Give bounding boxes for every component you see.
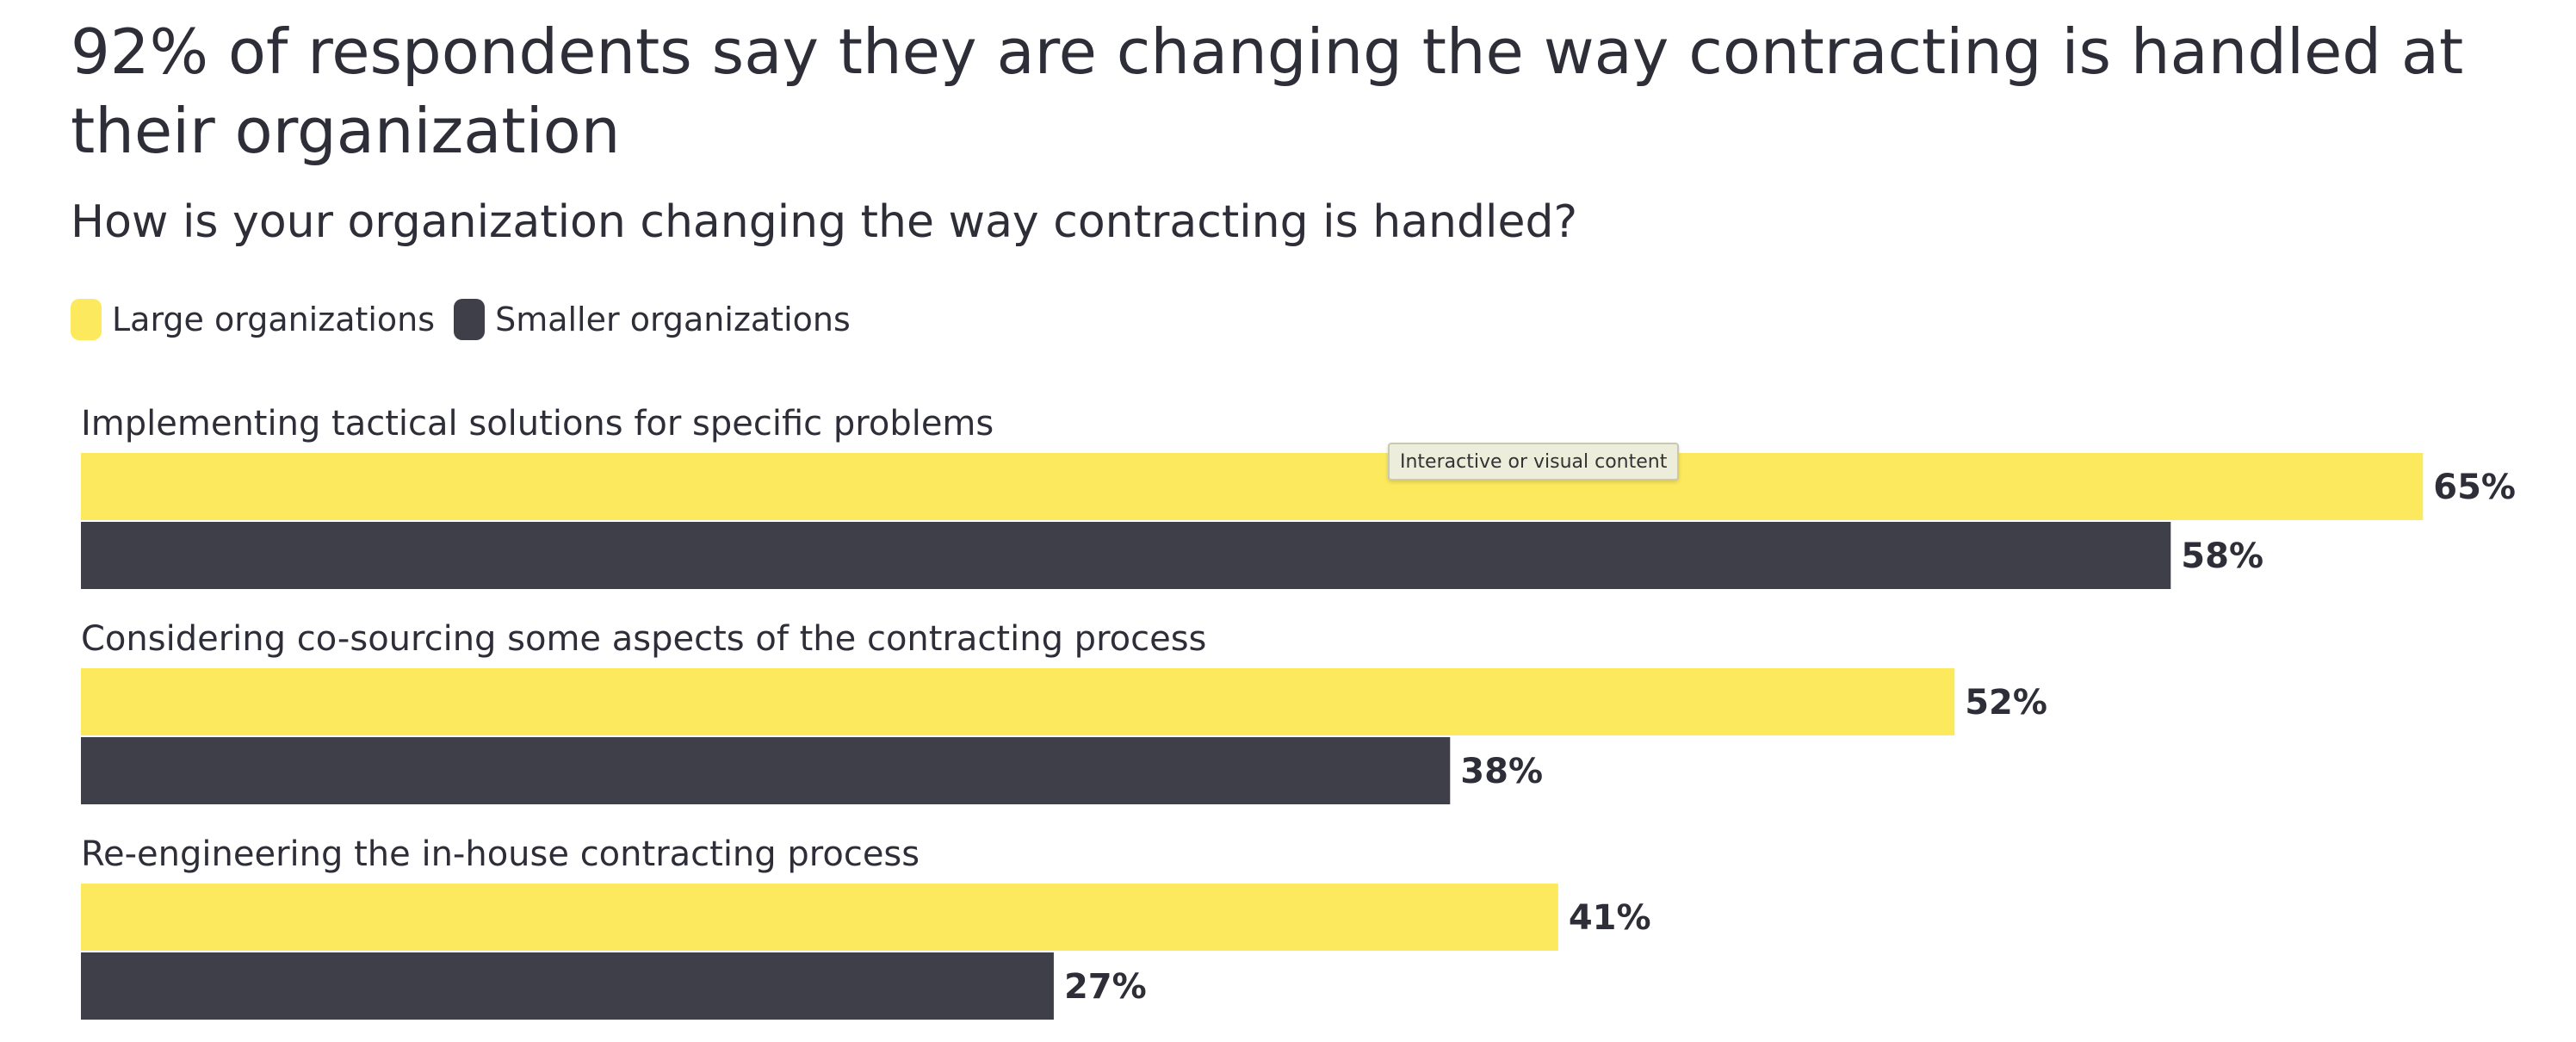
value-label-large: 41% <box>1569 898 1651 938</box>
legend-label-large: Large organizations <box>112 301 436 338</box>
value-label-smaller: 38% <box>1460 752 1543 791</box>
category-label: Implementing tactical solutions for spec… <box>81 404 994 443</box>
bar-group-1: Implementing tactical solutions for spec… <box>81 404 2516 589</box>
value-label-smaller: 58% <box>2181 537 2263 576</box>
bar-group-2: Considering co-sourcing some aspects of … <box>81 619 2047 804</box>
bar-large[interactable] <box>81 884 1558 951</box>
legend-label-smaller: Smaller organizations <box>495 301 851 338</box>
legend-swatch-large <box>71 299 102 340</box>
value-label-smaller: 27% <box>1064 967 1147 1007</box>
chart-subtitle: How is your organization changing the wa… <box>71 196 1578 248</box>
bar-group-3: Re-engineering the in-house contracting … <box>81 834 1651 1020</box>
bar-smaller[interactable] <box>81 522 2171 589</box>
bar-smaller[interactable] <box>81 952 1054 1020</box>
bar-smaller[interactable] <box>81 737 1451 804</box>
legend: Large organizations Smaller organization… <box>71 298 870 341</box>
value-label-large: 65% <box>2433 468 2516 507</box>
page-title: 92% of respondents say they are changing… <box>71 16 2464 167</box>
interactive-content-tooltip: Interactive or visual content <box>1388 443 1680 481</box>
legend-item-smaller[interactable]: Smaller organizations <box>454 299 851 340</box>
bar-large[interactable] <box>81 668 1955 735</box>
value-label-large: 52% <box>1965 683 2047 723</box>
category-label: Re-engineering the in-house contracting … <box>81 834 920 874</box>
bar-large[interactable] <box>81 453 2424 520</box>
category-label: Considering co-sourcing some aspects of … <box>81 619 1206 659</box>
legend-item-large[interactable]: Large organizations <box>71 299 435 340</box>
legend-swatch-smaller <box>454 299 486 340</box>
